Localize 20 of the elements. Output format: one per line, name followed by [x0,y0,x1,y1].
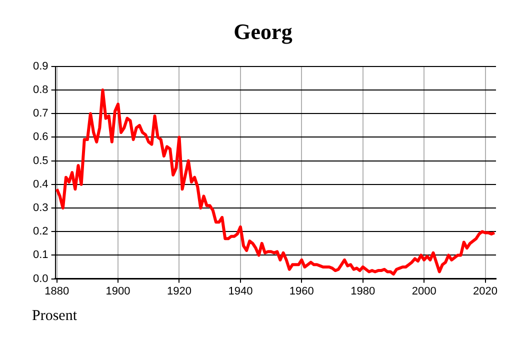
x-tick-label: 1940 [228,285,253,298]
y-tick-label: 0.7 [32,108,48,120]
x-tick-label: 2000 [412,285,436,298]
y-axis-title: Prosent [32,308,77,325]
y-tick-label: 0.0 [32,272,48,285]
y-tick-label: 0.3 [32,202,48,214]
y-tick-label: 0.4 [32,178,48,190]
y-tick-label: 0.9 [32,60,48,72]
y-tick-label: 0.6 [32,131,48,144]
x-tick-label: 1980 [350,285,376,298]
y-tick-label: 0.8 [32,84,48,96]
x-tick-label: 2020 [473,285,498,298]
chart-title: Georg [234,18,292,44]
y-tick-label: 0.5 [32,154,48,167]
x-tick-label: 1880 [44,285,70,298]
x-tick-label: 1900 [106,285,130,298]
y-tick-label: 0.2 [32,226,48,238]
y-tick-label: 0.1 [32,249,48,262]
x-tick-label: 1960 [289,285,314,298]
x-tick-label: 1920 [167,285,192,298]
